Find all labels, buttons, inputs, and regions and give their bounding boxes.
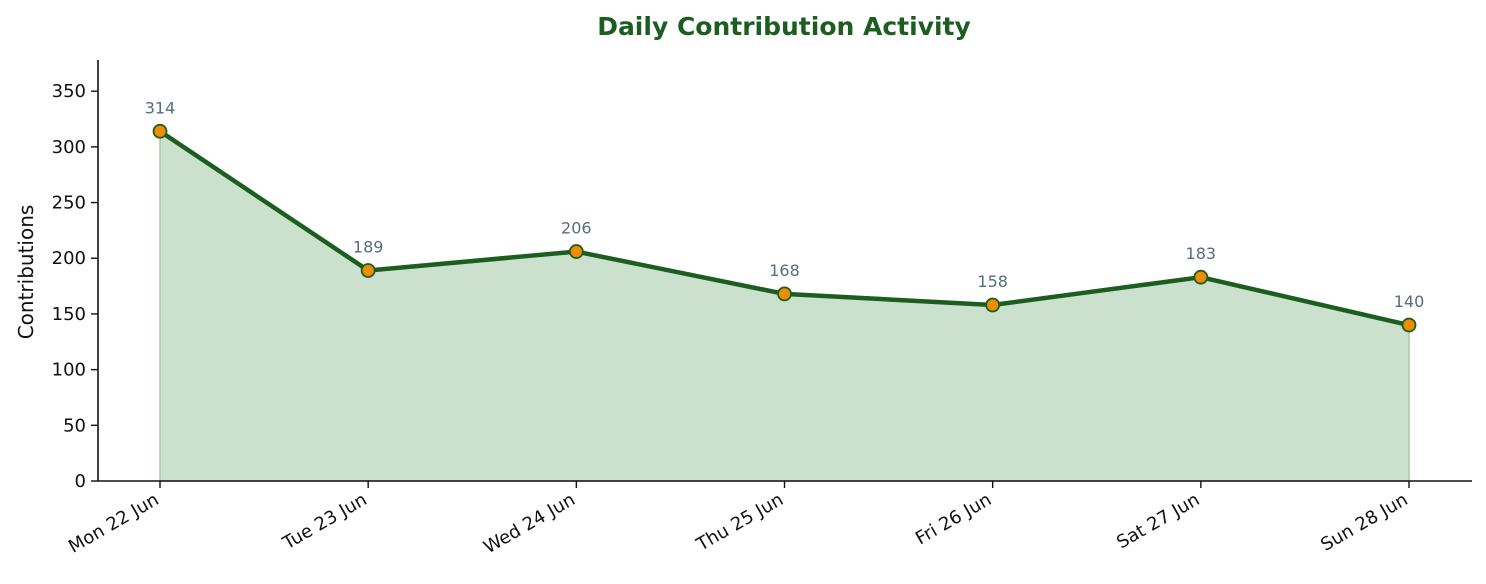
area-fill <box>159 129 1410 482</box>
y-tick-label: 100 <box>52 360 86 381</box>
data-label: 183 <box>1186 244 1217 263</box>
x-tick-label: Tue 23 Jun <box>279 489 371 554</box>
data-label: 158 <box>977 272 1008 291</box>
data-point <box>777 286 792 302</box>
data-point <box>1401 317 1417 333</box>
x-tick-label: Wed 24 Jun <box>480 489 579 558</box>
data-label: 189 <box>353 238 384 257</box>
y-tick-label: 300 <box>52 137 86 158</box>
y-tick-label: 350 <box>52 81 86 102</box>
data-label: 314 <box>145 98 176 117</box>
x-tick-label: Fri 26 Jun <box>912 489 995 549</box>
data-point <box>360 263 376 278</box>
data-label: 168 <box>769 261 800 280</box>
data-point <box>1193 269 1209 285</box>
x-tick-label: Mon 22 Jun <box>65 489 162 557</box>
plot-area: 0 50 100 150 200 250 300 350 Mon 22 Jun Tue 23 Ju… <box>52 60 1472 558</box>
x-tick-label: Sat 27 Jun <box>1113 489 1203 553</box>
y-tick-label: 50 <box>63 415 86 436</box>
data-point <box>568 244 584 259</box>
data-label: 140 <box>1394 292 1425 311</box>
data-point <box>152 123 168 139</box>
chart-title: Daily Contribution Activity <box>597 12 971 41</box>
y-tick-label: 150 <box>52 304 86 325</box>
x-tick-label: Thu 25 Jun <box>692 489 787 556</box>
x-tick-label: Sun 28 Jun <box>1317 489 1411 556</box>
y-tick-label: 200 <box>52 248 86 269</box>
data-label: 206 <box>561 219 592 238</box>
data-point <box>985 297 1001 313</box>
y-tick-label: 250 <box>52 193 86 214</box>
y-tick-label: 0 <box>75 471 86 492</box>
y-axis-label: Contributions <box>14 205 38 340</box>
